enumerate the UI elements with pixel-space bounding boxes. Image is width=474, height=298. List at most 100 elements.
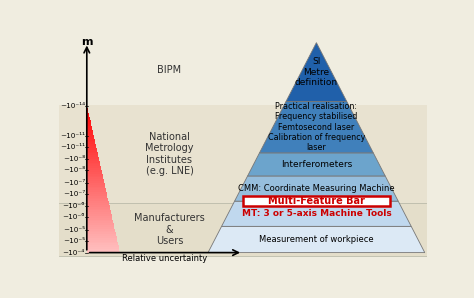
Bar [87, 220, 113, 221]
Bar [87, 153, 98, 155]
Polygon shape [259, 101, 374, 153]
Text: ~10⁻⁸: ~10⁻⁸ [63, 156, 85, 162]
Bar [87, 231, 115, 232]
Text: ~10⁻⁴: ~10⁻⁴ [63, 250, 85, 256]
Bar [87, 243, 118, 245]
Text: m: m [81, 37, 92, 47]
Bar [87, 214, 111, 216]
Bar [87, 238, 117, 240]
Bar [87, 155, 99, 157]
Bar [59, 36, 427, 105]
Polygon shape [235, 176, 398, 201]
Text: Interferometers: Interferometers [281, 160, 352, 169]
Bar [87, 201, 109, 203]
Bar [87, 119, 90, 120]
Text: ~10⁻⁵: ~10⁻⁵ [63, 238, 85, 244]
Bar [87, 232, 116, 234]
Bar [87, 192, 107, 194]
Bar [87, 223, 114, 225]
Bar [87, 183, 105, 185]
Bar [87, 210, 111, 212]
Bar [87, 196, 108, 198]
Bar [87, 170, 102, 172]
Text: Manufacturers
&
Users: Manufacturers & Users [134, 213, 205, 246]
Bar [59, 203, 427, 256]
Text: ~10⁻¹¹: ~10⁻¹¹ [60, 133, 85, 139]
Text: ~10⁻¹⁴: ~10⁻¹⁴ [60, 103, 85, 109]
Text: MT: 3 or 5-axis Machine Tools: MT: 3 or 5-axis Machine Tools [242, 209, 391, 218]
Bar [87, 115, 89, 117]
Bar [87, 176, 103, 177]
Bar [87, 120, 91, 122]
Bar [87, 205, 109, 207]
Bar [87, 190, 106, 192]
Bar [87, 108, 88, 109]
Bar [87, 137, 94, 139]
Polygon shape [286, 43, 347, 101]
Bar [87, 130, 92, 131]
Bar [87, 159, 99, 161]
Bar [87, 124, 91, 126]
Bar [87, 218, 112, 220]
Bar [87, 221, 113, 223]
Bar [87, 117, 90, 119]
Text: Practical realisation:
Frequency stabilised
Femtosecond laser
Calibration of fre: Practical realisation: Frequency stabili… [268, 102, 365, 153]
Bar [87, 150, 97, 152]
Bar [87, 128, 92, 130]
Bar [87, 146, 96, 148]
Bar [87, 157, 99, 159]
Bar [87, 142, 95, 144]
Bar [87, 225, 114, 227]
Bar [87, 236, 117, 238]
Polygon shape [208, 226, 425, 253]
Bar [87, 198, 108, 199]
Bar [87, 163, 100, 164]
Bar [87, 166, 101, 168]
Bar [87, 131, 93, 133]
Bar [87, 247, 119, 249]
Bar [87, 164, 100, 166]
Bar [87, 187, 105, 188]
Text: CMM: Coordinate Measuring Machine: CMM: Coordinate Measuring Machine [238, 184, 395, 193]
Bar [87, 209, 110, 210]
Bar [87, 168, 101, 170]
Bar [87, 141, 95, 142]
Text: ~10⁻⁵: ~10⁻⁵ [63, 227, 85, 233]
Text: ~10⁻⁷: ~10⁻⁷ [63, 191, 85, 197]
Bar [87, 199, 108, 201]
Bar [87, 139, 95, 141]
Bar [87, 179, 104, 181]
Bar [87, 251, 120, 253]
Text: SI
Metre
definition: SI Metre definition [295, 57, 338, 87]
Text: ~10⁻¹¹: ~10⁻¹¹ [60, 144, 85, 150]
Text: ~10⁻⁶: ~10⁻⁶ [63, 215, 85, 221]
Bar [87, 194, 107, 196]
Bar [87, 144, 96, 146]
FancyBboxPatch shape [243, 196, 390, 206]
Bar [87, 122, 91, 124]
Bar [87, 109, 88, 111]
Bar [87, 212, 111, 214]
Text: National
Metrology
Institutes
(e.g. LNE): National Metrology Institutes (e.g. LNE) [145, 131, 194, 176]
Bar [59, 105, 427, 203]
Text: BIPM: BIPM [157, 65, 182, 75]
Text: Measurement of workpiece: Measurement of workpiece [259, 235, 374, 244]
Polygon shape [221, 201, 411, 226]
Bar [87, 207, 110, 209]
Text: Relative uncertainty: Relative uncertainty [122, 254, 208, 263]
Bar [87, 133, 93, 135]
Bar [87, 135, 94, 137]
Bar [87, 113, 89, 115]
Bar [87, 227, 115, 229]
Bar [87, 242, 118, 243]
Bar [87, 234, 116, 236]
Bar [87, 111, 89, 113]
Bar [87, 240, 118, 242]
Bar [87, 126, 92, 128]
Bar [87, 174, 102, 176]
Bar [87, 229, 115, 231]
Text: Multi-Feature Bar: Multi-Feature Bar [268, 196, 365, 206]
Bar [87, 185, 105, 187]
Bar [87, 177, 103, 179]
Bar [87, 181, 104, 183]
